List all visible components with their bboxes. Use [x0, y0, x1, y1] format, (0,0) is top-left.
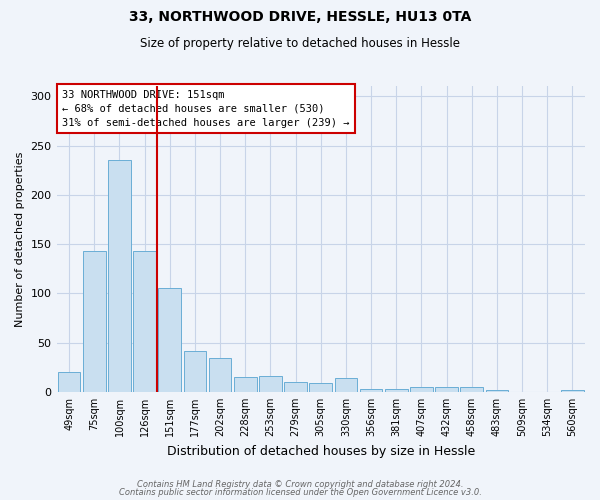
X-axis label: Distribution of detached houses by size in Hessle: Distribution of detached houses by size …	[167, 444, 475, 458]
Bar	[234, 377, 257, 392]
Y-axis label: Number of detached properties: Number of detached properties	[15, 152, 25, 327]
Bar	[184, 350, 206, 392]
Bar	[310, 383, 332, 392]
Bar	[259, 376, 282, 392]
Bar	[335, 378, 357, 392]
Bar	[385, 389, 407, 392]
Bar	[284, 382, 307, 392]
Bar	[83, 251, 106, 392]
Bar	[485, 390, 508, 392]
Bar	[133, 251, 156, 392]
Bar	[561, 390, 584, 392]
Bar	[460, 387, 483, 392]
Text: Size of property relative to detached houses in Hessle: Size of property relative to detached ho…	[140, 38, 460, 51]
Text: Contains public sector information licensed under the Open Government Licence v3: Contains public sector information licen…	[119, 488, 481, 497]
Bar	[158, 288, 181, 392]
Text: Contains HM Land Registry data © Crown copyright and database right 2024.: Contains HM Land Registry data © Crown c…	[137, 480, 463, 489]
Bar	[58, 372, 80, 392]
Bar	[435, 387, 458, 392]
Bar	[209, 358, 232, 392]
Bar	[108, 160, 131, 392]
Text: 33 NORTHWOOD DRIVE: 151sqm
← 68% of detached houses are smaller (530)
31% of sem: 33 NORTHWOOD DRIVE: 151sqm ← 68% of deta…	[62, 90, 349, 128]
Text: 33, NORTHWOOD DRIVE, HESSLE, HU13 0TA: 33, NORTHWOOD DRIVE, HESSLE, HU13 0TA	[129, 10, 471, 24]
Bar	[410, 387, 433, 392]
Bar	[360, 389, 382, 392]
